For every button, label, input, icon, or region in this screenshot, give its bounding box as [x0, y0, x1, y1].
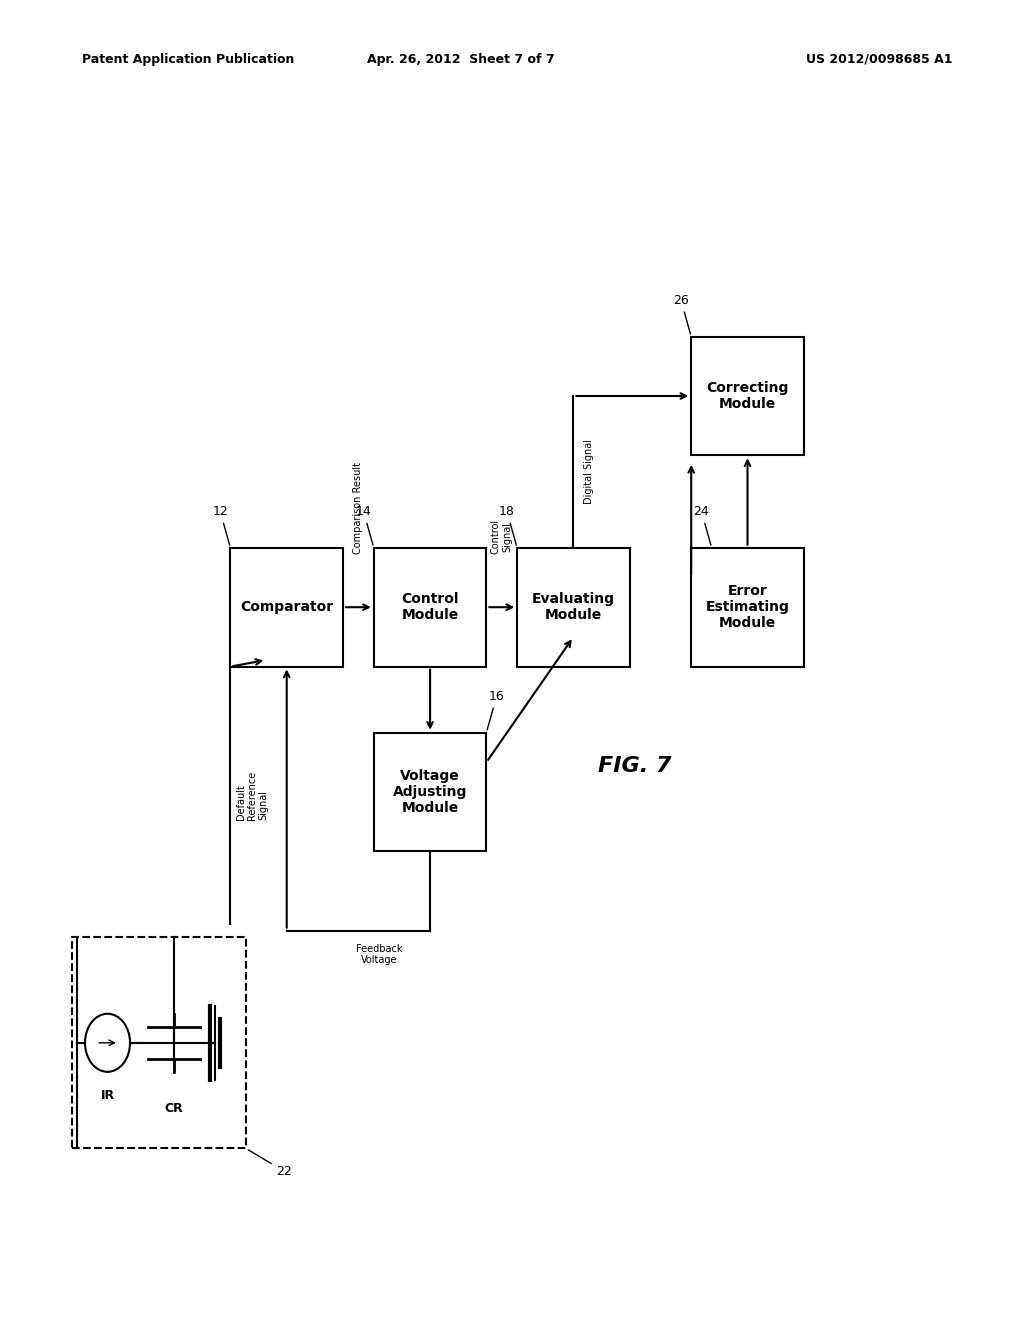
Text: Voltage
Adjusting
Module: Voltage Adjusting Module — [393, 768, 467, 816]
Text: FIG. 7: FIG. 7 — [598, 755, 672, 776]
Text: Control
Signal: Control Signal — [490, 519, 513, 554]
Text: US 2012/0098685 A1: US 2012/0098685 A1 — [806, 53, 952, 66]
Text: 18: 18 — [499, 504, 516, 545]
Text: Apr. 26, 2012  Sheet 7 of 7: Apr. 26, 2012 Sheet 7 of 7 — [367, 53, 555, 66]
Text: Default
Reference
Signal: Default Reference Signal — [236, 771, 268, 820]
Text: Digital Signal: Digital Signal — [584, 440, 594, 504]
Text: Error
Estimating
Module: Error Estimating Module — [706, 583, 790, 631]
Text: Evaluating
Module: Evaluating Module — [531, 593, 615, 622]
FancyBboxPatch shape — [374, 548, 486, 667]
Text: 14: 14 — [355, 504, 373, 545]
FancyBboxPatch shape — [517, 548, 630, 667]
Text: 24: 24 — [693, 504, 711, 545]
FancyBboxPatch shape — [691, 337, 804, 455]
Text: IR: IR — [100, 1089, 115, 1102]
Text: 12: 12 — [212, 504, 229, 545]
FancyBboxPatch shape — [691, 548, 804, 667]
FancyBboxPatch shape — [374, 733, 486, 851]
Text: Correcting
Module: Correcting Module — [707, 381, 788, 411]
Text: Comparison Result: Comparison Result — [353, 462, 364, 554]
Text: 16: 16 — [487, 689, 505, 730]
Text: Control
Module: Control Module — [401, 593, 459, 622]
Text: 26: 26 — [673, 293, 690, 334]
FancyBboxPatch shape — [230, 548, 343, 667]
Text: 22: 22 — [248, 1150, 292, 1177]
Text: Patent Application Publication: Patent Application Publication — [82, 53, 294, 66]
FancyBboxPatch shape — [72, 937, 246, 1148]
Text: Comparator: Comparator — [241, 601, 333, 614]
Text: Feedback
Voltage: Feedback Voltage — [355, 944, 402, 965]
Text: CR: CR — [165, 1102, 183, 1115]
